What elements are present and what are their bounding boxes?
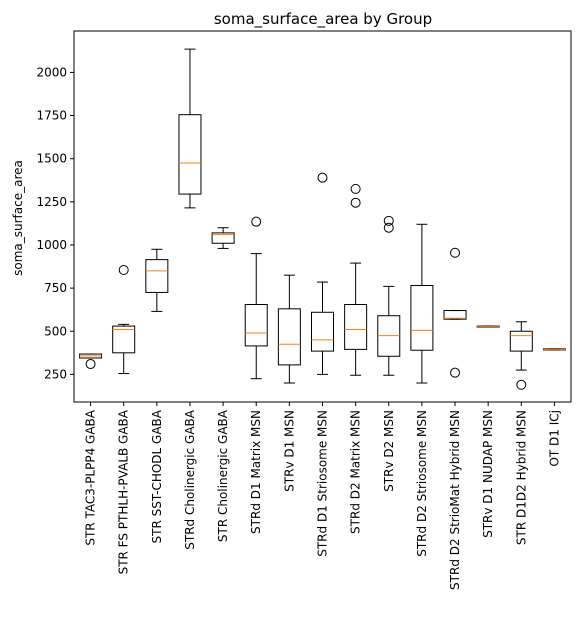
outlier-point [383, 215, 394, 226]
y-tick-label: 750 [44, 281, 67, 295]
iqr-box [244, 304, 268, 347]
outlier-point [450, 247, 461, 258]
outlier-point [516, 379, 527, 390]
x-tick-label: STRv D1 NUDAP MSN [481, 410, 495, 538]
box-group [344, 183, 368, 376]
iqr-box [509, 330, 533, 352]
y-tick-label: 2000 [36, 65, 67, 79]
box-group [178, 48, 202, 209]
x-tick-label: STRv D1 MSN [282, 410, 296, 492]
x-axis: STR TAC3-PLPP4 GABA STR FS PTHLH-PVALB GA… [84, 402, 561, 590]
x-tick-label: STRv D2 MSN [382, 410, 396, 492]
x-tick-label: STR D1D2 Hybrid MSN [514, 410, 528, 545]
y-tick-label: 1000 [36, 238, 67, 252]
x-tick-label: STR TAC3-PLPP4 GABA [84, 409, 98, 545]
x-tick-label: STR SST-CHODL GABA [150, 409, 164, 543]
y-tick-label: 500 [44, 324, 67, 338]
box-group [79, 353, 103, 370]
box-group [277, 274, 301, 384]
outlier-point [350, 197, 361, 208]
iqr-box [311, 311, 334, 352]
box-group [112, 264, 136, 375]
x-tick-label: STRd D2 Matrix MSN [349, 410, 363, 534]
boxes-layer [79, 48, 566, 390]
box-group [410, 223, 434, 384]
outlier-point [118, 264, 129, 275]
iqr-box [410, 285, 434, 351]
y-axis: 250 500 750 1000 1250 1500 1750 2000 [36, 65, 74, 381]
outlier-point [251, 216, 262, 227]
box-group [244, 216, 268, 380]
outlier-point [350, 183, 361, 194]
y-axis-label: soma_surface_area [11, 160, 25, 276]
box-group [211, 227, 235, 249]
iqr-box [145, 259, 169, 293]
x-tick-label: STRd Cholinergic GABA [183, 409, 197, 550]
outlier-point [85, 359, 96, 370]
iqr-box [211, 232, 235, 244]
outlier-point [450, 367, 461, 378]
x-tick-label: STR Cholinergic GABA [216, 409, 230, 542]
x-tick-label: STR FS PTHLH-PVALB GABA [117, 409, 131, 574]
box-group [145, 248, 169, 312]
x-tick-label: STRd D2 Striosome MSN [415, 410, 429, 557]
y-tick-label: 1250 [36, 195, 67, 209]
x-tick-label: OT D1 ICj [547, 410, 561, 467]
box-group [377, 215, 401, 376]
box-group [542, 348, 566, 351]
plot-frame [73, 30, 572, 403]
iqr-box [178, 114, 202, 195]
box-group [311, 172, 334, 375]
iqr-box [344, 304, 368, 350]
outlier-point [383, 222, 394, 233]
y-tick-label: 1500 [36, 152, 67, 166]
x-tick-label: STRd D1 Striosome MSN [316, 410, 330, 557]
box-group [509, 321, 533, 390]
x-tick-label: STRd D1 Matrix MSN [249, 410, 263, 534]
box-group [443, 247, 467, 378]
x-tick-label: STRd D2 StrioMat Hybrid MSN [448, 410, 462, 590]
iqr-box [112, 325, 136, 354]
iqr-box [443, 310, 467, 320]
y-tick-label: 250 [44, 367, 67, 381]
iqr-box [277, 308, 301, 366]
chart-title: soma_surface_area by Group [214, 10, 432, 29]
outlier-point [317, 172, 328, 183]
y-tick-label: 1750 [36, 109, 67, 123]
box-group [476, 325, 500, 328]
